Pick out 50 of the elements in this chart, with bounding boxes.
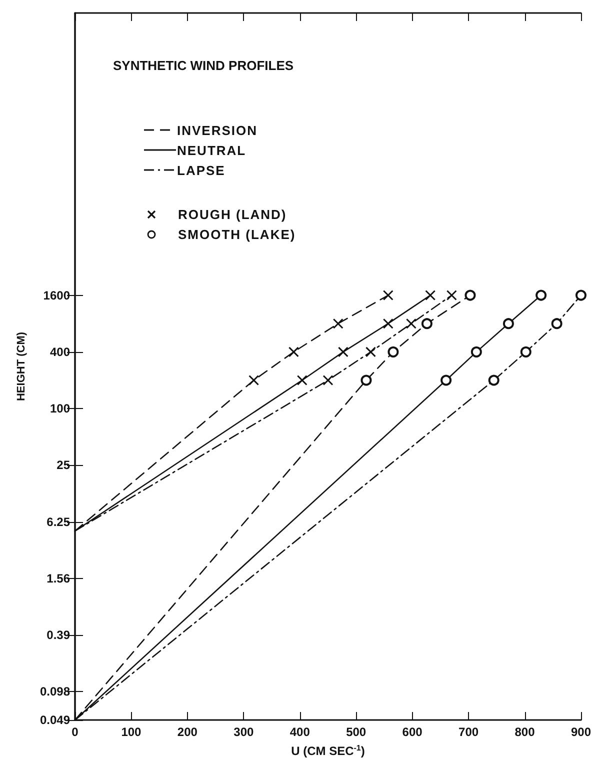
x-tick-label: 600: [402, 725, 423, 739]
point: [464, 290, 476, 301]
point: [332, 318, 344, 329]
point: [382, 290, 394, 301]
point: [406, 318, 416, 329]
point: [576, 290, 586, 301]
y-tick-label: 100: [50, 402, 70, 416]
y-tick-label: 0.39: [46, 628, 70, 642]
point: [520, 346, 532, 358]
point: [425, 290, 436, 301]
x-tick-label: 100: [121, 725, 142, 739]
x-tick-label: 0: [72, 725, 79, 739]
x-tick-label: 500: [346, 725, 366, 739]
point: [421, 318, 432, 330]
y-tick-label: 1600: [43, 288, 70, 302]
x-tick-label: 700: [458, 725, 479, 739]
point: [322, 375, 334, 386]
point: [536, 290, 547, 301]
annotation: LAPSE: [177, 162, 226, 178]
point: [248, 375, 260, 386]
point: [440, 374, 452, 386]
y-tick-label: 0.098: [40, 684, 70, 699]
y-tick-label: 1.56: [46, 572, 70, 586]
annotation: ROUGH (LAND): [178, 206, 287, 222]
point: [365, 346, 376, 358]
point: [502, 318, 514, 330]
y-tick-label: 25: [56, 458, 70, 472]
point: [470, 346, 482, 358]
point: [288, 346, 299, 358]
text: SYNTHETIC WIND PROFILES: [113, 58, 294, 73]
annotation: INVERSION: [177, 122, 258, 138]
x-tick-label: 300: [234, 725, 254, 739]
annotation: NEUTRAL: [177, 142, 246, 158]
point: [360, 374, 372, 386]
x-tick-label: 400: [290, 725, 310, 739]
point: [488, 374, 500, 386]
y-tick-label: 6.25: [46, 514, 70, 529]
x-tick-label: 200: [177, 725, 198, 739]
annotation: SMOOTH (LAKE): [178, 226, 296, 242]
y-tick-label: 0.049: [40, 713, 70, 727]
point: [446, 290, 457, 301]
x-tick-label: 900: [570, 725, 592, 739]
point: [382, 318, 394, 329]
point: [551, 318, 562, 330]
y-axis-title: HEIGHT (CM): [16, 332, 28, 402]
x-tick-label: 800: [514, 725, 536, 739]
point: [296, 375, 308, 386]
y-tick-label: 400: [50, 344, 70, 359]
point: [388, 346, 399, 358]
point: [338, 346, 348, 358]
